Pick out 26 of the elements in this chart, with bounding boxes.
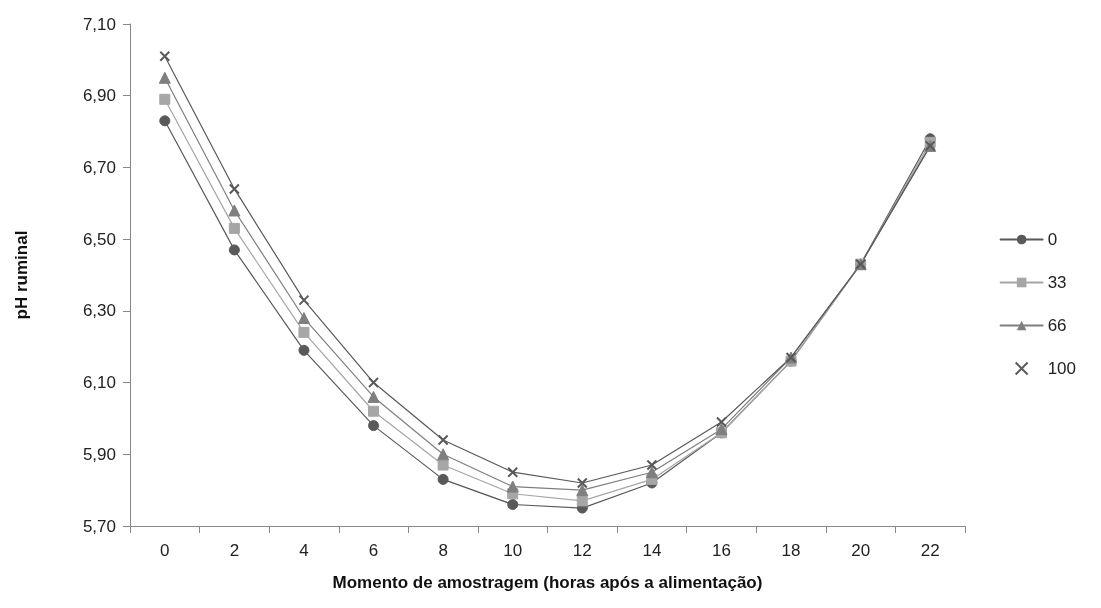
y-tick-label: 6,50 — [82, 229, 116, 249]
x-axis-title: Momento de amostragem (horas após a alimentação) — [332, 573, 763, 592]
y-axis-title: pH ruminal — [12, 230, 31, 320]
x-tick-label: 4 — [299, 541, 309, 560]
y-tick-label: 6,70 — [82, 157, 116, 177]
x-tick-label: 0 — [160, 541, 170, 560]
y-tick-label: 6,10 — [82, 373, 116, 393]
x-tick-label: 16 — [712, 541, 731, 560]
legend-label: 66 — [1047, 316, 1067, 335]
x-tick-label: 12 — [572, 541, 592, 560]
x-tick-label: 10 — [503, 541, 523, 560]
y-tick-label: 7,10 — [82, 14, 116, 34]
x-tick-label: 8 — [438, 541, 448, 560]
x-tick-label: 2 — [229, 541, 240, 560]
legend-label: 0 — [1047, 230, 1058, 249]
y-tick-label: 6,90 — [82, 86, 116, 106]
x-tick-label: 22 — [920, 541, 940, 560]
x-tick-label: 14 — [642, 541, 662, 560]
y-tick-label: 5,90 — [82, 444, 116, 464]
y-tick-label: 6,30 — [82, 301, 116, 321]
y-tick-label: 5,70 — [82, 516, 116, 536]
legend-label: 100 — [1047, 359, 1077, 378]
x-tick-label: 18 — [781, 541, 801, 560]
x-tick-label: 20 — [851, 541, 871, 560]
legend-label: 33 — [1047, 273, 1067, 292]
x-tick-label: 6 — [368, 541, 379, 560]
